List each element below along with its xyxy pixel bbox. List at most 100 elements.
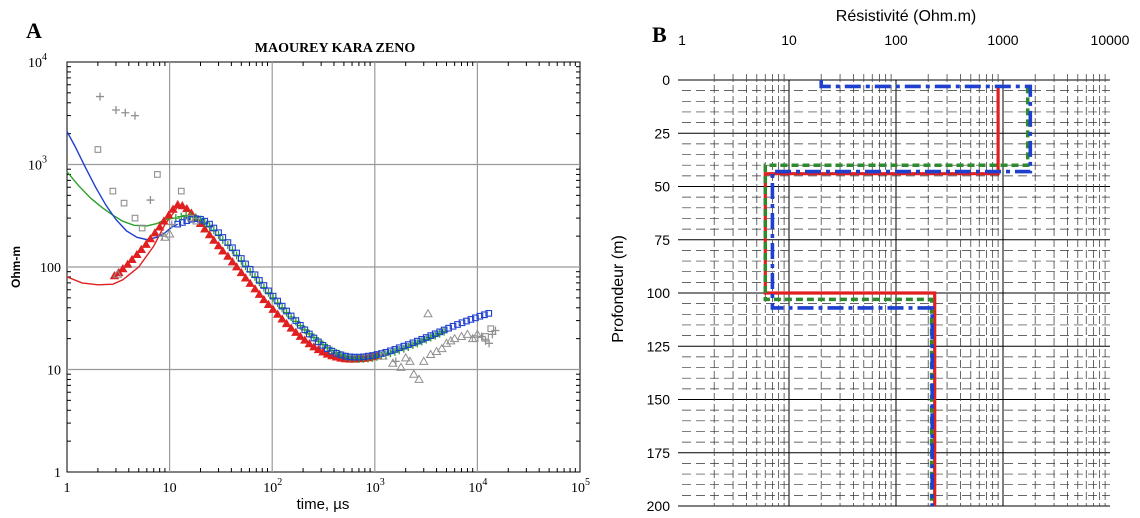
a-point-triangle: [254, 289, 265, 298]
a-point-square: [237, 255, 245, 262]
a-point-square: [395, 344, 403, 352]
a-point-triangle: [204, 230, 215, 239]
a-point-triangle: [456, 331, 467, 340]
a-x-tick-label: 1: [64, 481, 71, 496]
a-point-triangle: [268, 304, 278, 313]
a-point-square: [315, 338, 322, 346]
a-point-triangle: [145, 234, 156, 243]
a-point-triangle: [127, 254, 137, 264]
a-point-square: [364, 352, 372, 360]
panel-a-ticks: 1 10 102 103 104 105 1 10 100 103 104: [28, 52, 590, 496]
a-point-plus: [171, 214, 180, 223]
a-point-square: [109, 187, 117, 195]
a-x-tick-exponent: 5: [585, 477, 590, 488]
b-y-tick-label: 25: [654, 125, 670, 141]
a-point-square: [431, 330, 439, 338]
a-point-triangle: [209, 235, 219, 244]
panel-a-label: A: [26, 18, 42, 43]
a-x-tick-label: 10: [163, 481, 177, 496]
b-model-layer-line: [763, 86, 1000, 506]
a-point-square: [481, 311, 488, 319]
a-point-triangle: [250, 284, 260, 293]
a-point-plus: [111, 106, 120, 115]
a-point-triangle: [136, 244, 147, 253]
panel-a-data-points: [94, 92, 500, 383]
a-point-triangle: [277, 314, 287, 323]
a-point-triangle: [313, 344, 324, 354]
a-point-triangle: [112, 269, 123, 278]
a-point-triangle: [227, 257, 238, 266]
a-point-square: [414, 337, 421, 345]
a-point-square: [387, 347, 394, 355]
a-point-square: [219, 234, 227, 241]
a-point-square: [445, 324, 452, 332]
a-point-square: [120, 199, 128, 207]
a-y-tick-label: 104: [28, 52, 47, 71]
a-point-triangle: [441, 338, 452, 347]
a-point-triangle: [396, 362, 406, 371]
a-y-tick-label: 1: [54, 466, 61, 481]
panel-a: A MAOUREY KARA ZENO 1 10 102 103 104 105 1 10 10…: [9, 18, 590, 513]
a-point-square: [467, 316, 475, 323]
a-point-triangle: [245, 278, 255, 287]
b-model-layer-line: [770, 80, 1033, 506]
b-y-tick-label: 175: [647, 445, 671, 461]
a-point-plus: [130, 111, 139, 120]
a-point-triangle: [164, 210, 174, 219]
a-point-triangle: [141, 239, 151, 248]
a-point-square: [197, 215, 204, 223]
a-point-triangle: [436, 343, 447, 353]
a-point-square: [337, 351, 345, 359]
a-x-tick-label: 102: [263, 477, 282, 496]
a-point-square: [292, 317, 300, 324]
a-point-square: [404, 341, 412, 348]
a-point-triangle: [408, 369, 419, 378]
a-y-tick-exponent: 3: [42, 155, 47, 166]
a-point-triangle: [218, 246, 228, 255]
a-point-square: [210, 224, 218, 232]
a-point-square: [233, 249, 240, 257]
a-point-triangle: [122, 259, 133, 268]
a-point-square: [369, 352, 376, 359]
a-point-square: [215, 229, 222, 237]
b-y-tick-label: 100: [647, 285, 671, 301]
a-point-triangle: [291, 327, 301, 336]
panel-a-grid: [67, 62, 580, 472]
a-point-triangle: [388, 358, 398, 367]
a-point-plus: [491, 326, 500, 335]
a-point-square: [305, 330, 313, 338]
a-point-square: [256, 277, 263, 284]
a-point-square: [400, 342, 408, 350]
a-point-square: [427, 332, 435, 339]
b-x-tick-label: 10: [781, 32, 797, 48]
a-point-triangle: [286, 323, 296, 332]
a-point-square: [242, 260, 249, 268]
a-point-square: [409, 339, 417, 347]
b-y-tick-label: 0: [662, 72, 670, 88]
a-x-tick-exponent: 3: [380, 477, 385, 488]
a-point-square: [260, 282, 268, 289]
a-point-square: [482, 333, 489, 340]
a-point-triangle: [223, 251, 233, 260]
a-x-tick-exponent: 2: [277, 477, 282, 488]
a-point-triangle: [445, 335, 456, 345]
a-point-square: [355, 353, 363, 361]
a-y-tick-exponent: 4: [42, 52, 47, 63]
b-x-tick-label: 100: [884, 32, 908, 48]
a-point-square: [188, 215, 195, 223]
a-y-tick-label: 10: [47, 364, 61, 379]
a-point-square: [342, 352, 349, 360]
a-point-square: [206, 220, 213, 228]
a-x-tick-label: 105: [571, 477, 590, 496]
panel-b: B Résistivité (Ohm.m) Profondeur (m) 1 10…: [610, 8, 1130, 514]
a-point-triangle: [154, 222, 165, 231]
a-point-plus: [167, 220, 176, 229]
a-point-square: [422, 334, 430, 341]
a-point-square: [246, 265, 254, 273]
a-point-plus: [477, 332, 486, 341]
a-point-triangle: [304, 339, 315, 348]
a-point-square: [283, 307, 290, 315]
a-point-square: [178, 219, 186, 226]
a-point-square: [278, 302, 286, 310]
